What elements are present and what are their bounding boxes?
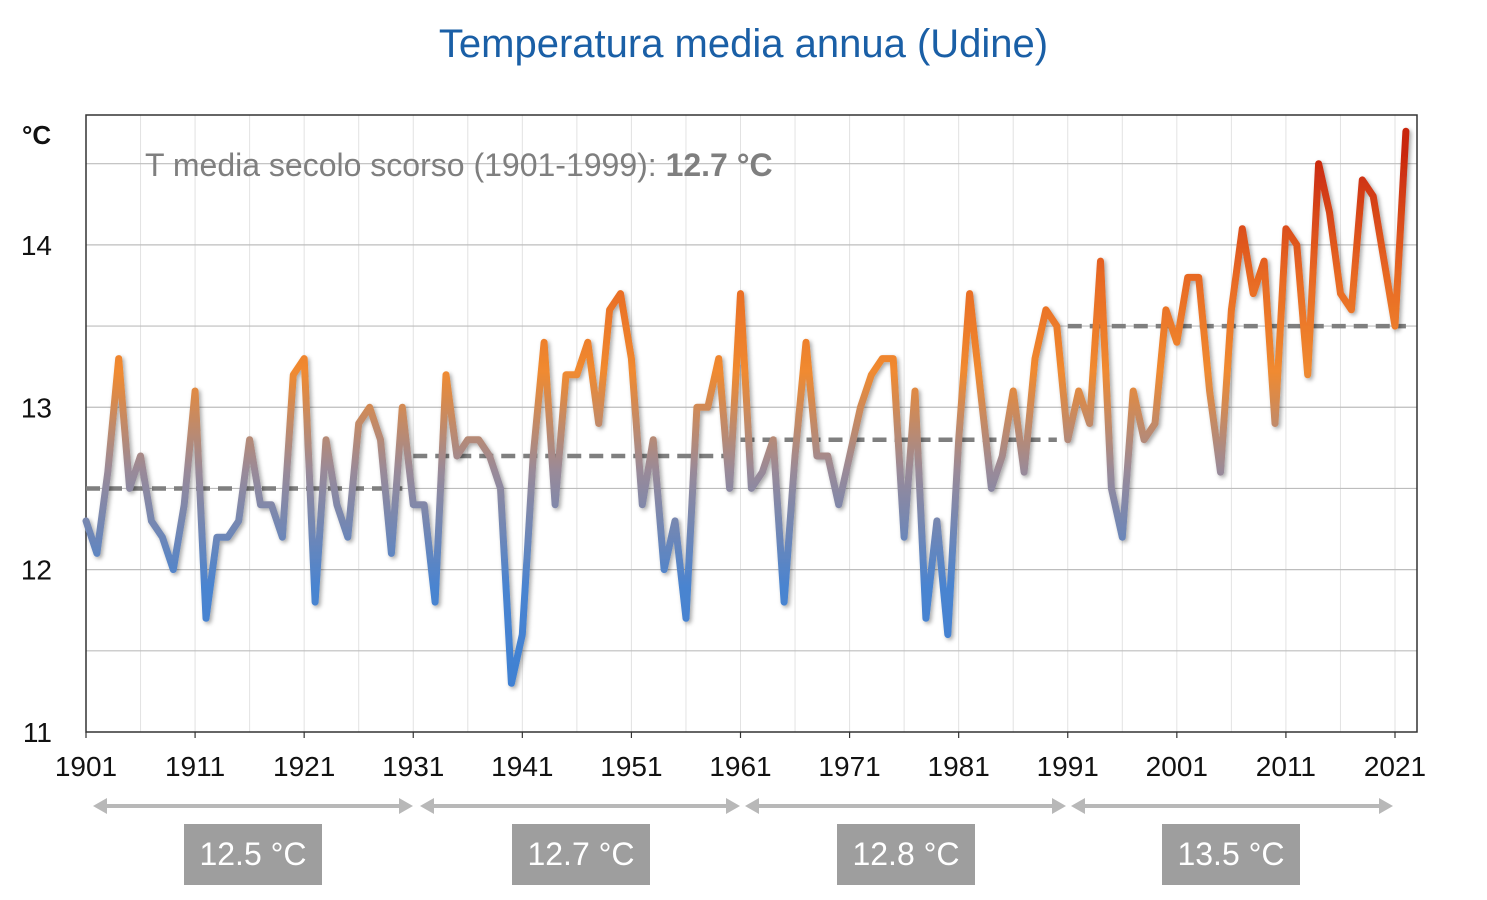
x-tick-label: 1941 xyxy=(491,751,553,782)
x-tick-label: 1961 xyxy=(709,751,771,782)
y-tick-label: 11 xyxy=(23,717,52,748)
period-mean-box-1: 12.5 °C xyxy=(184,824,322,885)
x-tick-label: 1931 xyxy=(382,751,444,782)
period-arrowhead xyxy=(420,798,434,814)
y-tick-label: 12 xyxy=(21,555,52,586)
x-tick-label: 1951 xyxy=(600,751,662,782)
x-tick-label: 2021 xyxy=(1364,751,1426,782)
minor-gridlines xyxy=(140,115,1396,732)
y-axis-ticks: 11 12 13 14 xyxy=(21,230,52,748)
x-tick-label: 2011 xyxy=(1256,751,1316,782)
x-tick-label: 1921 xyxy=(273,751,335,782)
period-arrowhead xyxy=(1071,798,1085,814)
x-tick-label: 1911 xyxy=(165,751,225,782)
plot-area xyxy=(85,114,1418,733)
major-gridlines xyxy=(86,163,1417,652)
century-mean-label: T media secolo scorso (1901-1999): xyxy=(145,147,666,183)
temperature-series-line xyxy=(82,127,1410,687)
period-mean-box-4: 13.5 °C xyxy=(1162,824,1300,885)
y-tick-label: 13 xyxy=(21,392,52,423)
x-tick-label: 1901 xyxy=(55,751,117,782)
chart-title: Temperatura media annua (Udine) xyxy=(438,22,1049,66)
century-mean-value: 12.7 °C xyxy=(666,147,773,183)
y-axis-label: °C xyxy=(22,120,51,150)
y-tick-label: 14 xyxy=(21,230,52,261)
x-tick-label: 1991 xyxy=(1037,751,1099,782)
period-arrows xyxy=(93,798,1393,814)
period-mean-box-3: 12.8 °C xyxy=(837,824,975,885)
x-axis-ticks: 1901 1911 1921 1931 1941 1951 1961 1971 1981 1991… xyxy=(55,732,1426,782)
x-tick-label: 2001 xyxy=(1146,751,1208,782)
period-arrowhead xyxy=(726,798,740,814)
period-arrowhead xyxy=(745,798,759,814)
period-arrowhead xyxy=(93,798,107,814)
period-arrowhead xyxy=(399,798,413,814)
period-arrowhead xyxy=(1379,798,1393,814)
century-mean-annotation: T media secolo scorso (1901-1999): 12.7 … xyxy=(145,147,773,183)
period-mean-box-2: 12.7 °C xyxy=(512,824,650,885)
x-tick-label: 1971 xyxy=(818,751,880,782)
period-arrowhead xyxy=(1052,798,1066,814)
x-tick-label: 1981 xyxy=(928,751,990,782)
